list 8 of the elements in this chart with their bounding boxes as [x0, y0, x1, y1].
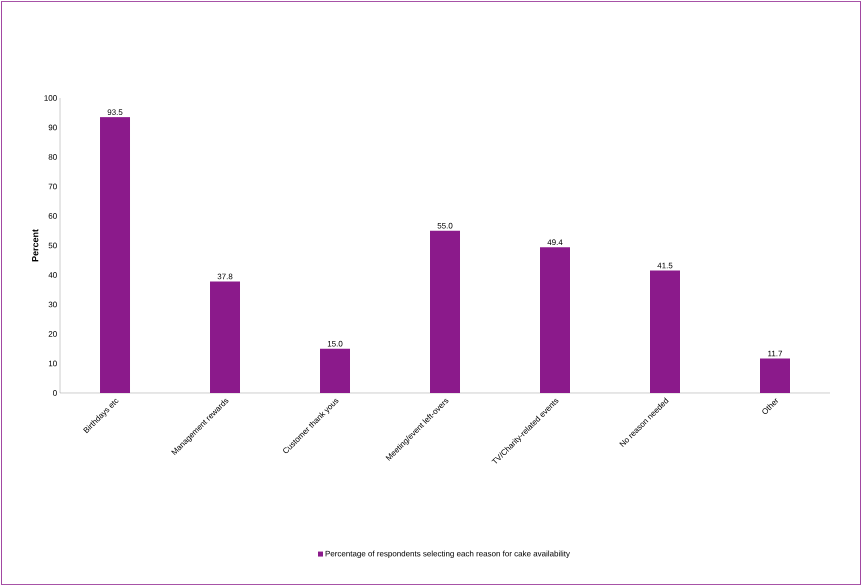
bar — [100, 117, 130, 393]
y-axis-title: Percent — [32, 229, 38, 262]
bar — [210, 281, 240, 393]
bar — [540, 247, 570, 393]
bar — [320, 348, 350, 393]
bar — [760, 358, 790, 393]
bar — [430, 230, 460, 393]
bar — [650, 270, 680, 393]
